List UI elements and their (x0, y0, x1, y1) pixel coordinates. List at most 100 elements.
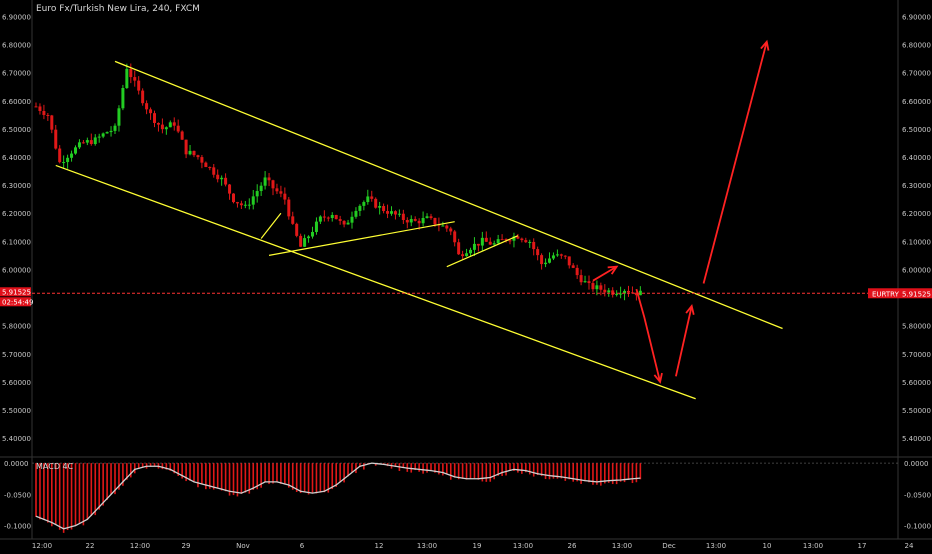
macd-histogram-bar (311, 463, 314, 494)
candle-body (619, 293, 623, 295)
macd-histogram-bar (438, 463, 440, 475)
candle-body (532, 241, 536, 250)
macd-histogram-bar (284, 463, 286, 485)
candle-body (413, 219, 417, 221)
candle-body (101, 133, 105, 137)
candle-body (425, 216, 429, 219)
candle-body (453, 231, 457, 243)
macd-histogram-bar (86, 463, 89, 521)
countdown-tag (0, 297, 31, 307)
candle-body (275, 188, 279, 192)
macd-histogram-bar (536, 463, 539, 476)
macd-y-tick-right: -0.1000 (904, 523, 931, 531)
candle-body (46, 114, 50, 116)
pattern-trendline (268, 221, 455, 256)
macd-histogram-bar (477, 463, 480, 480)
macd-histogram-bar (442, 463, 444, 476)
candle-body (137, 80, 141, 91)
y-tick-label-left: 6.50000 (2, 126, 31, 134)
macd-histogram-bar (556, 463, 559, 479)
candle-body (121, 88, 125, 109)
y-tick-label-left: 5.70000 (2, 351, 31, 359)
candle-body (469, 249, 472, 254)
candle-body (555, 254, 559, 256)
macd-histogram-bar (122, 463, 124, 486)
y-tick-label-right: 5.80000 (902, 323, 931, 331)
candle-body (109, 130, 113, 133)
candle-body (295, 223, 299, 236)
y-tick-label-right: 6.20000 (902, 210, 931, 218)
y-tick-label-right: 6.70000 (902, 70, 931, 78)
macd-histogram-bar (260, 463, 262, 488)
y-tick-label-right: 6.50000 (902, 126, 931, 134)
macd-histogram-bar (604, 463, 606, 484)
candle-body (342, 220, 346, 225)
macd-histogram-bar (414, 463, 416, 471)
candle-body (70, 153, 74, 158)
macd-histogram-bar (232, 463, 235, 496)
macd-histogram-bar (51, 463, 53, 527)
macd-histogram-bar (446, 463, 448, 474)
pattern-trendline (260, 212, 282, 239)
macd-histogram-bar (244, 463, 247, 493)
macd-histogram-bar (402, 463, 405, 469)
macd-histogram-bar (303, 463, 306, 492)
candle-body (445, 225, 449, 229)
macd-histogram-bar (212, 463, 215, 490)
macd-histogram-bar (228, 463, 231, 496)
macd-histogram-bar (426, 463, 428, 473)
y-tick-label-right: 6.10000 (902, 238, 931, 246)
macd-histogram-bar (564, 463, 567, 481)
projection-arrowhead (607, 265, 619, 275)
candle-body (77, 142, 81, 148)
macd-histogram-bar (528, 463, 531, 475)
candle-body (291, 216, 295, 224)
candle-body (97, 136, 101, 138)
candle-body (156, 122, 160, 125)
candle-body (81, 142, 85, 144)
macd-histogram-bar (315, 463, 318, 494)
candle-body (113, 125, 117, 131)
y-tick-label-left: 6.80000 (2, 42, 31, 50)
candle-body (346, 222, 350, 225)
candle-body (153, 113, 156, 123)
candle-body (176, 125, 180, 132)
projection-arrowhead (653, 372, 663, 384)
candle-body (476, 243, 480, 246)
chart-title: Euro Fx/Turkish New Lira, 240, FXCM (36, 4, 200, 14)
candle-body (433, 217, 437, 225)
y-tick-label-right: 6.80000 (902, 42, 931, 50)
macd-histogram-bar (635, 463, 638, 483)
macd-histogram-bar (74, 463, 77, 527)
candle-body (393, 211, 397, 215)
candle-body (283, 193, 287, 200)
macd-y-tick-right: -0.0500 (904, 491, 931, 499)
x-tick-label: 22 (86, 542, 95, 550)
x-tick-label: 13:00 (612, 542, 632, 550)
macd-histogram-bar (236, 463, 239, 497)
candle-body (421, 218, 425, 224)
macd-histogram-bar (220, 463, 223, 491)
candle-body (303, 238, 307, 247)
candle-body (192, 150, 196, 156)
candle-body (239, 203, 243, 206)
macd-histogram-bar (327, 463, 330, 493)
macd-histogram-bar (497, 463, 499, 476)
candle-body (638, 290, 642, 296)
price-tag-left-value: 5.91525 (2, 288, 31, 296)
macd-histogram-bar (418, 463, 420, 472)
macd-histogram-bar (130, 463, 132, 478)
macd-histogram-bar (248, 463, 251, 494)
y-tick-label-right: 6.00000 (902, 266, 931, 274)
macd-histogram-bar (252, 463, 255, 490)
candle-body (579, 275, 583, 283)
candle-body (508, 240, 512, 242)
candle-body (516, 236, 520, 239)
candle-body (484, 237, 488, 242)
macd-histogram-bar (149, 463, 152, 467)
candle-body (129, 68, 133, 78)
macd-histogram-bar (161, 463, 164, 470)
candle-body (378, 206, 382, 208)
candle-body (334, 214, 338, 220)
